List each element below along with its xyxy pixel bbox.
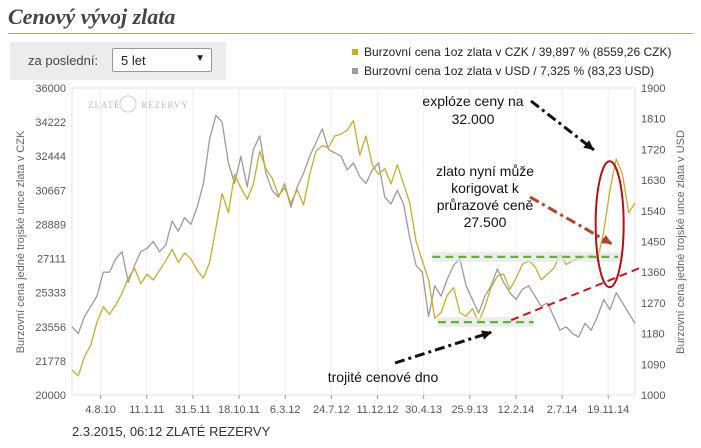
y-right-tick-label: 1720 (641, 144, 665, 156)
x-tick-label: 19.11.14 (587, 404, 629, 416)
chart-overlays (432, 160, 640, 328)
x-tick-label: 30.4.13 (405, 404, 442, 416)
y-left-tick-label: 28889 (35, 219, 66, 231)
annotation-text: 32.000 (452, 111, 495, 127)
y-right-tick-label: 1810 (641, 114, 665, 126)
period-label: za poslední: (28, 53, 99, 68)
y-left-tick-label: 23556 (35, 322, 66, 334)
correction-arrow-shaft (529, 195, 613, 246)
chart-legend: Burzovní cena 1oz zlata v CZK / 39,897 %… (352, 42, 672, 80)
page-title: Cenový vývoj zlata (8, 4, 176, 29)
annotations: explóze ceny na 32.000 zlato nyní můžekori… (328, 93, 613, 385)
y-right-tick-label: 1270 (641, 298, 665, 310)
legend-label-czk: Burzovní cena 1oz zlata v CZK / 39,897 %… (364, 44, 672, 59)
annotation-text: trojité cenové dno (328, 369, 439, 385)
x-tick-label: 31.5.11 (175, 404, 211, 416)
x-tick-label: 18.10.11 (218, 404, 260, 416)
annotation-text: 27.500 (464, 214, 507, 230)
period-select[interactable]: 5 let ▼ (112, 48, 212, 72)
x-tick-label: 11.12.12 (356, 404, 398, 416)
period-select-value: 5 let (121, 53, 146, 68)
y-right-tick-label: 1450 (641, 237, 665, 249)
y-left-tick-label: 34222 (35, 117, 66, 129)
annotation-text: zlato nyní může (436, 163, 534, 179)
annotation-text: průrazové ceně (437, 197, 534, 213)
y-left-tick-label: 32444 (35, 151, 66, 163)
y-right-axis-title: Burzovní cena jedné trojské unce zlata v… (675, 130, 687, 354)
x-tick-label: 12.2.14 (498, 404, 535, 416)
y-right-tick-label: 1360 (641, 267, 665, 279)
chart-footer: 2.3.2015, 06:12 ZLATÉ REZERVY (72, 424, 271, 439)
annotation-text: korigovat k (451, 180, 520, 196)
watermark-text-right: REZERVY (141, 100, 189, 110)
triple-bottom-arrow-shaft (394, 330, 493, 365)
y-right-tick-label: 1540 (641, 206, 665, 218)
triple-bottom-arrow-head (481, 330, 492, 340)
chevron-down-icon: ▼ (195, 53, 205, 64)
y-left-tick-label: 21778 (35, 356, 66, 368)
y-left-tick-label: 36000 (35, 83, 66, 95)
y-left-tick-label: 20000 (35, 390, 66, 402)
y-left-ticks: 20000 21778 23556 25333 27111 28889 30667 32444… (35, 83, 66, 402)
x-ticks: 4.8.10 11.1.11 31.5.11 18.10.11 6.3.12 24.7.1… (85, 395, 629, 416)
legend-swatch-czk (352, 48, 358, 55)
lower-support-band (437, 317, 534, 328)
watermark: ZLATÉ REZERVY (88, 95, 189, 113)
y-left-axis-title: Burzovní cena jedné trojské unce zlata v… (15, 130, 27, 353)
watermark-text-left: ZLATÉ (88, 100, 121, 110)
correction-arrow-head (601, 234, 612, 244)
explosion-arrow-shaft (530, 99, 595, 152)
series-line-czk (71, 119, 636, 377)
y-left-tick-label: 30667 (35, 185, 66, 197)
y-left-tick-label: 27111 (37, 254, 66, 266)
y-left-tick-label: 25333 (35, 288, 66, 300)
watermark-logo-icon (119, 95, 137, 113)
legend-label-usd: Burzovní cena 1oz zlata v USD / 7,325 % … (364, 63, 655, 78)
period-selector-panel: za poslední: 5 let ▼ (10, 42, 226, 80)
y-right-tick-label: 1090 (641, 359, 665, 371)
title-divider (8, 33, 693, 34)
rising-trend-line (510, 267, 640, 322)
x-tick-label: 2.7.14 (547, 404, 578, 416)
x-tick-label: 11.1.11 (129, 404, 164, 416)
x-gridlines (100, 88, 609, 395)
explosion-arrow-head (583, 140, 594, 150)
y-right-tick-label: 1000 (641, 390, 665, 402)
y-right-tick-label: 1900 (641, 83, 665, 95)
x-tick-label: 24.7.12 (313, 404, 350, 416)
y-right-ticks: 1000 1090 1180 1270 1360 1450 1540 1630 1720 1810… (641, 83, 665, 402)
plot-area (71, 87, 636, 396)
highlight-ellipse (594, 160, 625, 289)
x-tick-label: 4.8.10 (85, 404, 116, 416)
legend-item-czk[interactable]: Burzovní cena 1oz zlata v CZK / 39,897 %… (352, 42, 672, 61)
annotation-text: explóze ceny na (422, 93, 523, 109)
legend-swatch-usd (352, 67, 358, 74)
y-right-tick-label: 1180 (641, 329, 665, 341)
legend-item-usd[interactable]: Burzovní cena 1oz zlata v USD / 7,325 % … (352, 61, 672, 80)
y-right-tick-label: 1630 (641, 175, 665, 187)
x-tick-label: 25.9.13 (451, 404, 488, 416)
x-tick-label: 6.3.12 (270, 404, 301, 416)
series-line-usd (71, 114, 636, 338)
series-lines (71, 114, 636, 377)
